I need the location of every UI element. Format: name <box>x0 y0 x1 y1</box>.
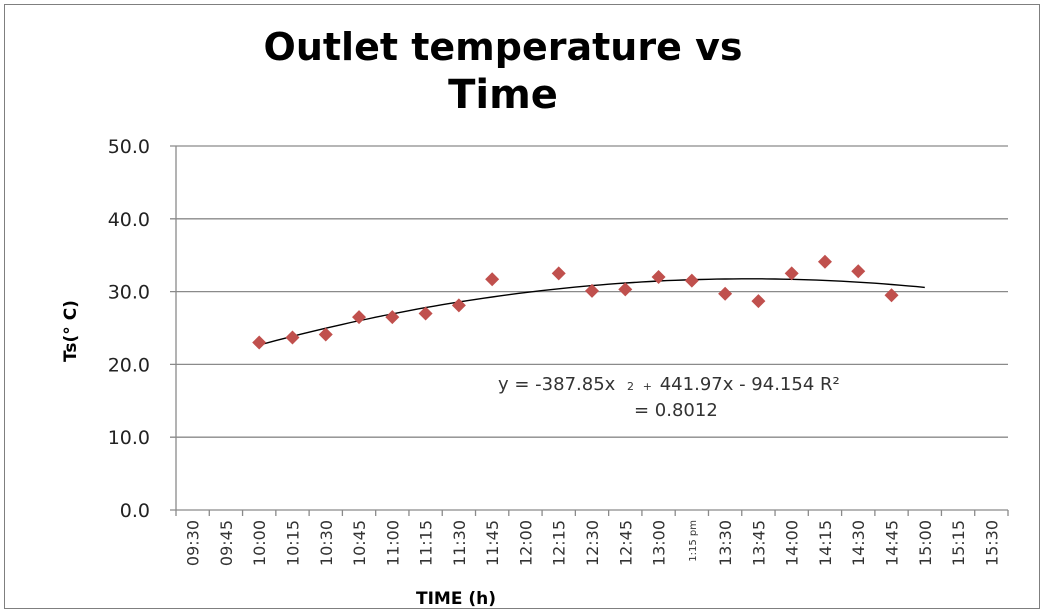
data-point <box>751 294 766 309</box>
data-point <box>684 273 699 288</box>
x-axis-title: TIME (h) <box>416 589 496 609</box>
x-tick-label: 13:00 <box>650 520 669 566</box>
x-tick-label: 14:00 <box>783 520 802 566</box>
trend-equation-part-b: 441.97x - 94.154 R² <box>660 374 840 395</box>
x-tick-label: 13:45 <box>749 520 768 566</box>
trend-equation-line1: y = -387.85x 2 + 441.97x - 94.154 R² <box>498 374 840 395</box>
x-tick-label: 11:45 <box>483 520 502 566</box>
data-point <box>285 330 300 345</box>
x-tick-label: 10:15 <box>283 520 302 566</box>
trend-equation-part-a: y = -387.85x <box>498 374 616 395</box>
y-axis-title: Ts(° C) <box>61 300 81 362</box>
data-point <box>485 272 500 287</box>
data-point <box>585 283 599 298</box>
x-tick-label: 15:00 <box>916 520 935 566</box>
data-point <box>851 264 866 279</box>
x-tick-label: 11:15 <box>417 520 436 566</box>
chart-title-line1: Outlet temperature vs <box>264 25 743 69</box>
x-tick-label: 12:15 <box>550 520 569 566</box>
x-tick-label: 09:30 <box>184 520 203 566</box>
x-tick-label: 15:15 <box>949 520 968 566</box>
y-tick-label: 0.0 <box>120 500 150 522</box>
y-tick-label: 20.0 <box>108 354 150 376</box>
x-tick-label: 09:45 <box>217 520 236 566</box>
data-point <box>618 282 633 297</box>
data-point <box>418 306 433 321</box>
chart-title-line2: Time <box>448 72 558 118</box>
x-tick-label: 14:30 <box>849 520 868 566</box>
data-point <box>352 310 367 325</box>
data-point <box>784 266 799 281</box>
y-tick-label: 10.0 <box>108 427 150 449</box>
data-point <box>817 254 832 269</box>
x-tick-label: 12:45 <box>616 520 635 566</box>
x-tick-label: 10:30 <box>317 520 336 566</box>
x-tick-label: 12:30 <box>583 520 602 566</box>
x-tick-label: 14:45 <box>883 520 902 566</box>
data-point <box>884 288 899 303</box>
trend-equation-line2: = 0.8012 <box>634 400 718 421</box>
gridlines <box>170 145 1009 516</box>
trend-equation-plus: + <box>643 380 652 393</box>
x-tick-label: 13:30 <box>716 520 735 566</box>
y-tick-label: 30.0 <box>108 282 150 304</box>
trend-equation-exponent: 2 <box>627 380 634 393</box>
data-point <box>451 298 466 313</box>
x-tick-label: 12:00 <box>516 520 535 566</box>
data-point <box>318 327 333 342</box>
x-tick-label: 14:15 <box>816 520 835 566</box>
y-tick-label: 50.0 <box>108 136 150 158</box>
data-points <box>252 254 899 350</box>
x-tick-label: 1:15 pm <box>688 520 699 562</box>
x-tick-label: 11:30 <box>450 520 469 566</box>
data-point <box>252 335 267 350</box>
x-tick-label: 10:00 <box>250 520 269 566</box>
x-tick-labels: 09:30 09:45 10:00 10:15 10:30 10:45 11:00 11:15… <box>184 520 1002 566</box>
x-tick-label: 15:30 <box>982 520 1001 566</box>
data-point <box>718 286 733 301</box>
data-point <box>385 310 400 325</box>
y-tick-labels: 0.0 10.0 20.0 30.0 40.0 50.0 <box>108 136 150 522</box>
chart-frame <box>4 4 1040 609</box>
x-tick-label: 10:45 <box>350 520 369 566</box>
y-tick-label: 40.0 <box>108 209 150 231</box>
data-point <box>551 266 566 281</box>
data-point <box>651 270 666 285</box>
x-tick-label: 11:00 <box>383 520 402 566</box>
